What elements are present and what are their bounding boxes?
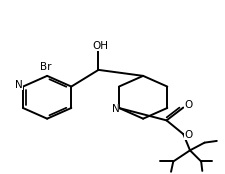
Text: N: N xyxy=(15,80,23,90)
Text: O: O xyxy=(183,101,191,110)
Text: N: N xyxy=(111,104,119,114)
Text: Br: Br xyxy=(40,62,52,72)
Text: O: O xyxy=(183,130,191,140)
Text: OH: OH xyxy=(92,41,108,51)
